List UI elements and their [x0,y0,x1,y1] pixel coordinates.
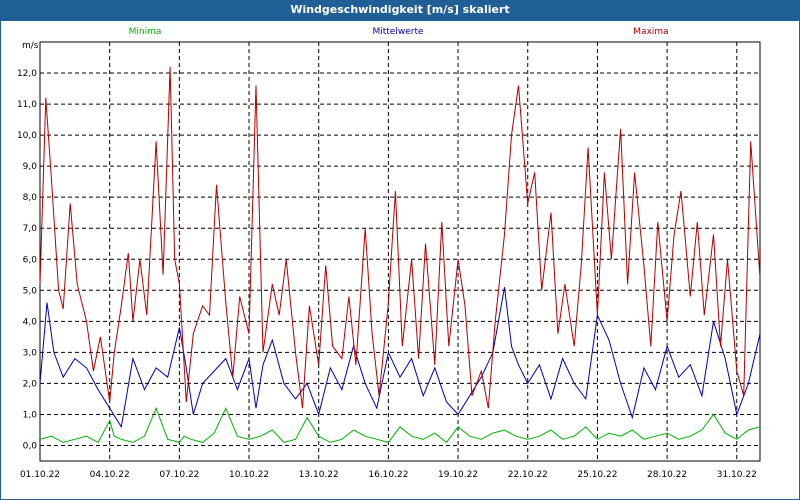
y-tick-label: 9,0 [23,162,38,172]
series-layer [39,66,761,444]
x-tick-label: 13.10.22 [299,470,339,480]
x-tick-label: 22.10.22 [508,470,548,480]
chart-title: Windgeschwindigkeit [m/s] skaliert [0,0,800,20]
y-tick-label: 4,0 [23,317,38,327]
legend-minima: Minima [129,27,162,37]
y-tick-label: 6,0 [23,255,38,265]
series-line-maxima [39,66,761,409]
x-tick-label: 04.10.22 [90,470,130,480]
x-tick-label: 01.10.22 [20,470,60,480]
x-tick-label: 25.10.22 [577,470,617,480]
x-tick-label: 19.10.22 [438,470,478,480]
x-tick-label: 10.10.22 [229,470,269,480]
grid [39,42,760,461]
y-tick-label: 3,0 [23,348,38,358]
y-tick-label: 8,0 [23,193,38,203]
y-tick-label: 2,0 [23,379,38,389]
y-axis-label: m/s [22,41,39,51]
axes: 0,0 1,0 2,0 3,0 4,0 5,0 6,0 7,0 8,0 9,0 10,0 11,0 12… [17,41,761,480]
legend-maxima: Maxima [633,27,668,37]
x-tick-label: 28.10.22 [647,470,687,480]
series-line-minima [39,406,761,444]
series-line-mittelwerte [39,287,761,429]
plot-border [39,41,761,462]
y-tick-label: 7,0 [23,224,38,234]
x-tick-label: 07.10.22 [159,470,199,480]
x-tick-label: 31.10.22 [717,470,757,480]
legend-mittelwerte: Mittelwerte [372,27,423,37]
y-tick-label: 1,0 [23,410,38,420]
y-tick-label: 11,0 [17,100,37,110]
y-tick-label: 10,0 [17,131,37,141]
y-tick-label: 5,0 [23,286,38,296]
y-tick-label: 12,0 [17,69,37,79]
y-tick-label: 0,0 [23,441,38,451]
x-tick-label: 16.10.22 [368,470,408,480]
